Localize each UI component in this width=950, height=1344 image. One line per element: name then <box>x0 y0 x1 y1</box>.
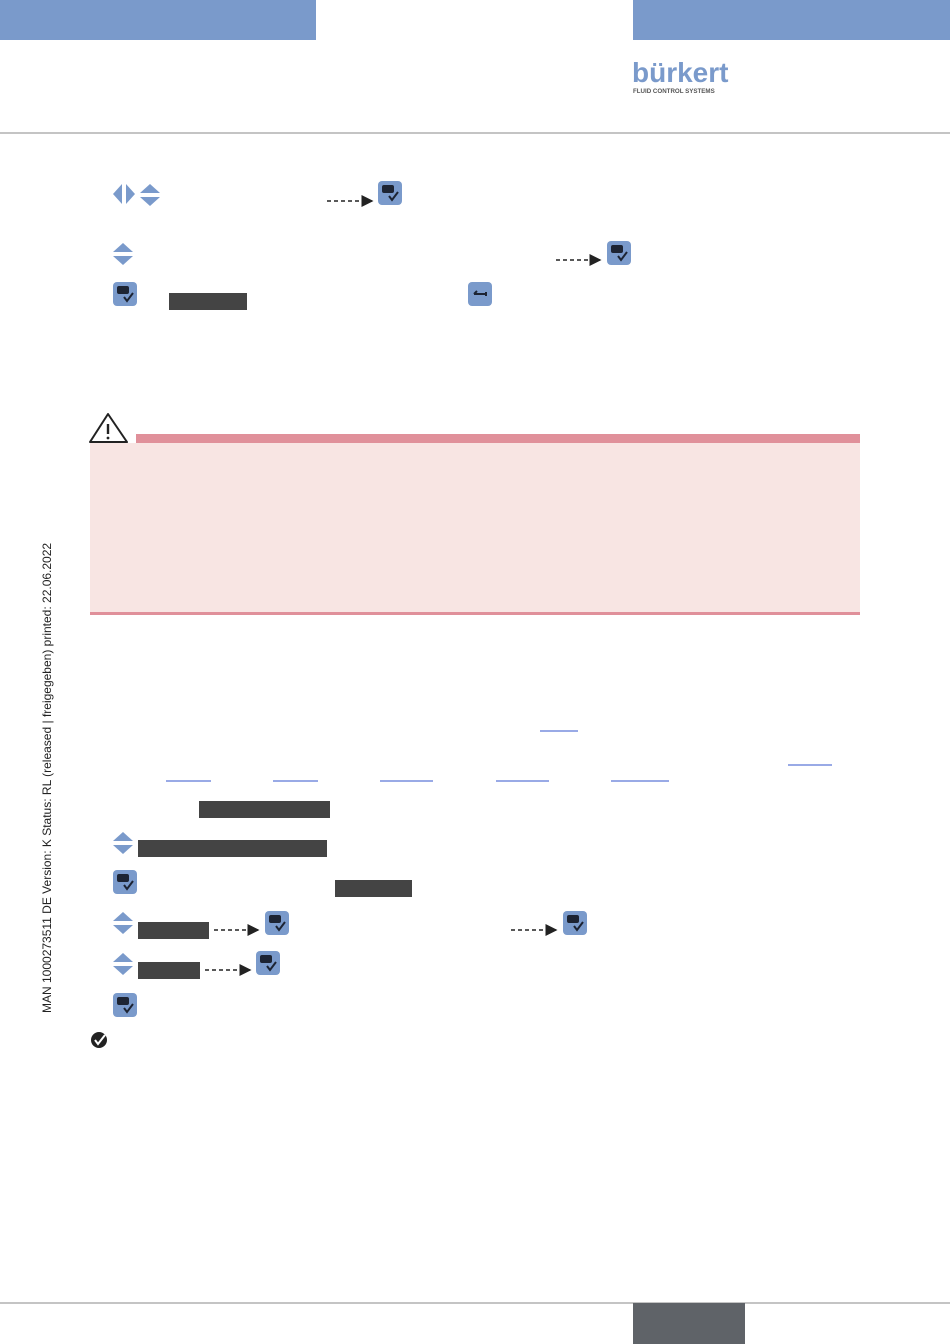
header-bar <box>633 0 950 40</box>
link-underlines <box>166 730 832 782</box>
steps-bottom <box>91 801 588 1048</box>
header-bar <box>0 0 316 40</box>
logo: bürkert <box>632 57 728 88</box>
steps-top <box>112 180 632 310</box>
logo-tagline: FLUID CONTROL SYSTEMS <box>633 88 715 95</box>
warning-box <box>89 413 860 615</box>
side-note: MAN 1000273511 DE Version: K Status: RL … <box>40 543 54 1013</box>
page-tab <box>633 1303 745 1344</box>
